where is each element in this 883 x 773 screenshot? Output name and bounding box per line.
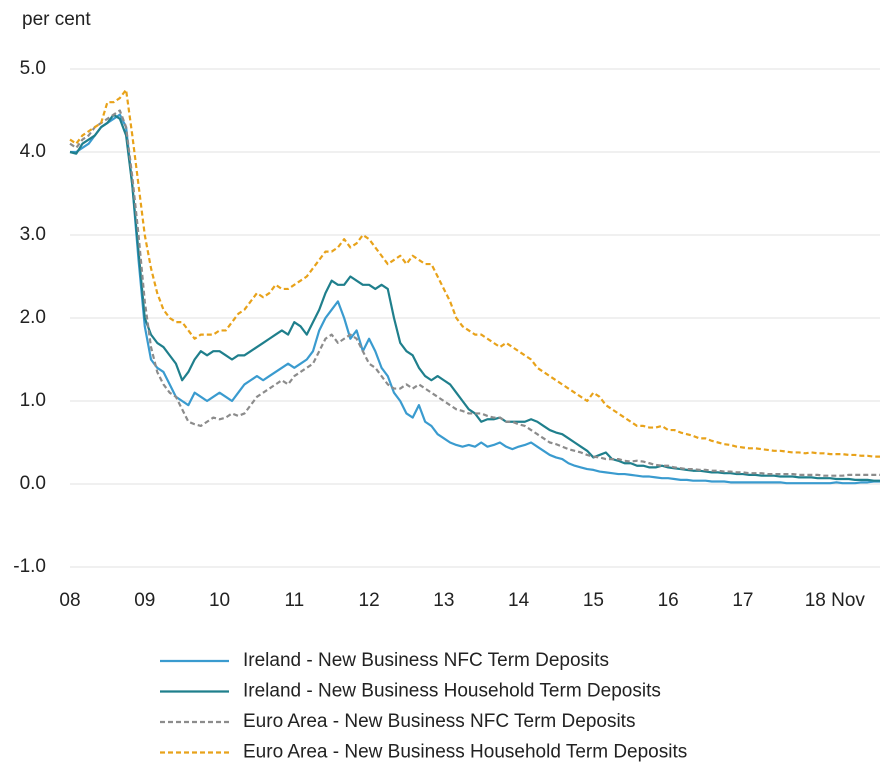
x-tick-label: 17: [732, 590, 753, 611]
x-tick-label: 16: [658, 590, 679, 611]
legend-label: Euro Area - New Business NFC Term Deposi…: [243, 711, 635, 732]
y-tick-label: 1.0: [20, 390, 46, 411]
x-tick-label: 15: [583, 590, 604, 611]
y-tick-label: 4.0: [20, 141, 46, 162]
x-tick-label: 18 Nov: [805, 590, 866, 611]
legend-label: Ireland - New Business Household Term De…: [243, 681, 661, 702]
data-line: [69, 113, 880, 482]
x-tick-label: 13: [433, 590, 454, 611]
y-tick-label: 2.0: [20, 307, 46, 328]
x-tick-label: 14: [508, 590, 530, 611]
legend-label: Ireland - New Business NFC Term Deposits: [243, 650, 609, 671]
data-line: [69, 88, 880, 458]
y-tick-label: -1.0: [13, 556, 46, 577]
y-tick-label: 5.0: [20, 58, 46, 79]
x-tick-label: 09: [134, 590, 155, 611]
data-line: [69, 109, 880, 477]
y-tick-label: 3.0: [20, 224, 46, 245]
x-tick-label: 08: [59, 590, 80, 611]
y-axis-label: per cent: [22, 9, 91, 30]
x-tick-label: 11: [284, 590, 304, 611]
legend-label: Euro Area - New Business Household Term …: [243, 742, 687, 763]
y-tick-label: 0.0: [20, 473, 46, 494]
data-line: [70, 113, 880, 485]
x-tick-label: 12: [359, 590, 380, 611]
x-tick-label: 10: [209, 590, 230, 611]
